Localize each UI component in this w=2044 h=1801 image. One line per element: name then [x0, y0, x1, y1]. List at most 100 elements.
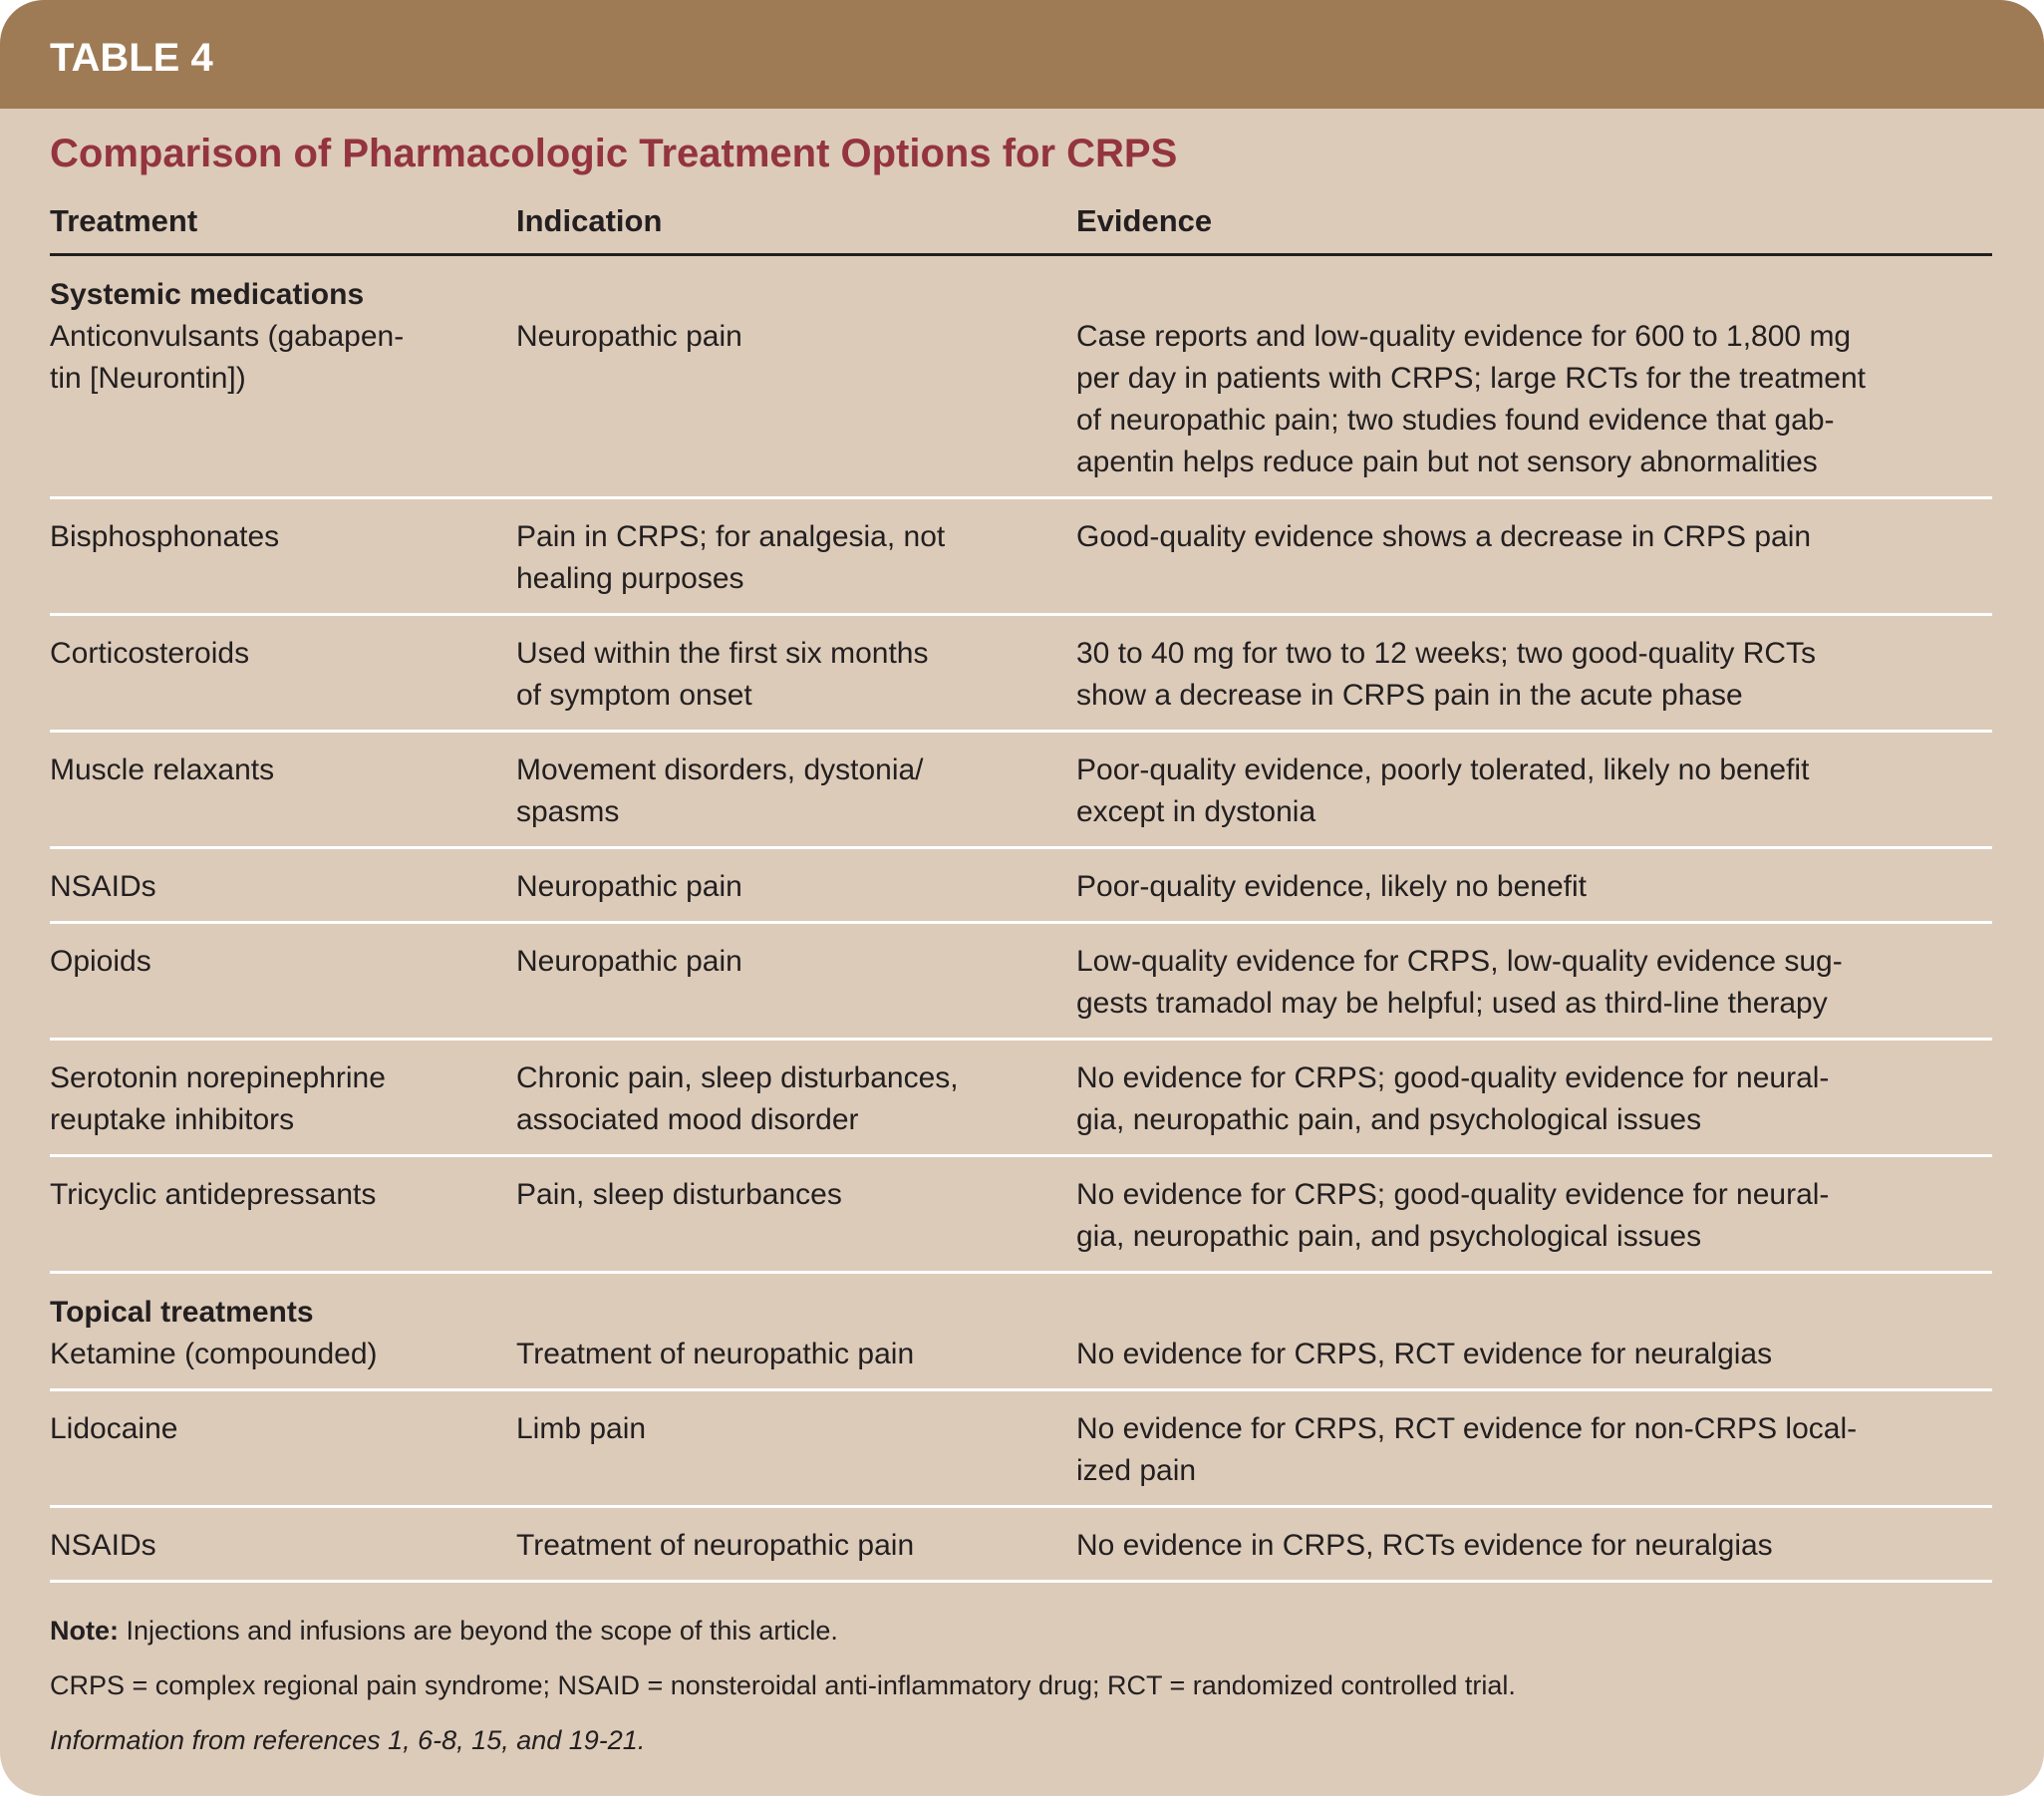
cell-evidence: Poor-quality evidence, likely no benefit — [1076, 866, 1992, 908]
treatment-table: Treatment Indication Evidence Systemic m… — [50, 195, 1992, 1583]
cell-line: associated mood disorder — [516, 1103, 859, 1136]
cell-line: healing purposes — [516, 562, 744, 595]
cell-evidence: Good-quality evidence shows a decrease i… — [1076, 516, 1992, 600]
cell-treatment: NSAIDs — [50, 1525, 516, 1567]
header-treatment: Treatment — [50, 203, 198, 238]
header-evidence: Evidence — [1076, 203, 1213, 238]
table-title: Comparison of Pharmacologic Treatment Op… — [50, 132, 1178, 175]
cell-line: Case reports and low-quality evidence fo… — [1076, 320, 1852, 353]
cell-evidence: Poor-quality evidence, poorly tolerated,… — [1076, 750, 1992, 833]
table-row: Bisphosphonates Pain in CRPS; for analges… — [50, 499, 1992, 616]
cell-treatment: Ketamine (compounded) — [50, 1334, 516, 1375]
note: Note: Injections and infusions are beyon… — [50, 1609, 1516, 1663]
cell-indication: Limb pain — [516, 1408, 1076, 1492]
cell-treatment: NSAIDs — [50, 866, 516, 908]
cell-treatment: Lidocaine — [50, 1408, 516, 1492]
cell-evidence: Low-quality evidence for CRPS, low-quali… — [1076, 941, 1992, 1025]
table-row: Tricyclic antidepressants Pain, sleep dis… — [50, 1157, 1992, 1274]
table-header-row: Treatment Indication Evidence — [50, 195, 1992, 256]
cell-line: Good-quality evidence shows a decrease i… — [1076, 520, 1812, 553]
cell-indication: Neuropathic pain — [516, 941, 1076, 1025]
cell-line: No evidence for CRPS; good-quality evide… — [1076, 1061, 1830, 1094]
cell-line: Treatment of neuropathic pain — [516, 1529, 915, 1562]
cell-line: No evidence for CRPS, RCT evidence for n… — [1076, 1338, 1773, 1370]
cell-treatment: Bisphosphonates — [50, 516, 516, 600]
cell-line: Corticosteroids — [50, 637, 250, 670]
cell-line: Movement disorders, dystonia/ — [516, 753, 924, 786]
table-label-band: TABLE 4 — [0, 0, 2044, 109]
cell-line: Limb pain — [516, 1412, 647, 1445]
section-heading: Topical treatments — [50, 1296, 314, 1329]
table-row: Corticosteroids Used within the first six… — [50, 616, 1992, 733]
cell-evidence: No evidence for CRPS, RCT evidence for n… — [1076, 1334, 1992, 1375]
cell-line: Poor-quality evidence, likely no benefit — [1076, 870, 1587, 903]
cell-line: apentin helps reduce pain but not sensor… — [1076, 446, 1818, 478]
cell-treatment: Muscle relaxants — [50, 750, 516, 833]
cell-line: of symptom onset — [516, 679, 752, 712]
cell-line: Used within the first six months — [516, 637, 929, 670]
cell-indication: Treatment of neuropathic pain — [516, 1334, 1076, 1375]
cell-line: Ketamine (compounded) — [50, 1338, 378, 1370]
cell-line: of neuropathic pain; two studies found e… — [1076, 404, 1835, 437]
table-row: NSAIDs Neuropathic pain Poor-quality evide… — [50, 849, 1992, 924]
cell-line: per day in patients with CRPS; large RCT… — [1076, 362, 1867, 395]
cell-line: tin [Neurontin]) — [50, 362, 246, 395]
cell-line: No evidence for CRPS; good-quality evide… — [1076, 1178, 1830, 1211]
cell-evidence: No evidence for CRPS; good-quality evide… — [1076, 1057, 1992, 1141]
cell-evidence: No evidence for CRPS, RCT evidence for n… — [1076, 1408, 1992, 1492]
cell-evidence: Case reports and low-quality evidence fo… — [1076, 316, 1992, 483]
cell-line: gests tramadol may be helpful; used as t… — [1076, 987, 1828, 1020]
table-notes: Note: Injections and infusions are beyon… — [50, 1609, 1516, 1773]
cell-line: NSAIDs — [50, 870, 156, 903]
note-text: Injections and infusions are beyond the … — [119, 1616, 838, 1646]
section-heading: Systemic medications — [50, 278, 365, 311]
table-body: Systemic medications Anticonvulsants (gab… — [50, 256, 1992, 1583]
cell-indication: Chronic pain, sleep disturbances, associa… — [516, 1057, 1076, 1141]
cell-treatment: Serotonin norepinephrine reuptake inhibit… — [50, 1057, 516, 1141]
cell-line: Neuropathic pain — [516, 945, 742, 978]
cell-line: No evidence in CRPS, RCTs evidence for n… — [1076, 1529, 1773, 1562]
cell-indication: Used within the first six months of sympt… — [516, 633, 1076, 717]
cell-line: Poor-quality evidence, poorly tolerated,… — [1076, 753, 1810, 786]
cell-line: Serotonin norepinephrine — [50, 1061, 386, 1094]
cell-line: Pain, sleep disturbances — [516, 1178, 842, 1211]
cell-line: Muscle relaxants — [50, 753, 275, 786]
cell-line: Bisphosphonates — [50, 520, 280, 553]
header-indication: Indication — [516, 203, 663, 238]
table-row: Opioids Neuropathic pain Low-quality evide… — [50, 924, 1992, 1041]
cell-line: Treatment of neuropathic pain — [516, 1338, 915, 1370]
cell-line: reuptake inhibitors — [50, 1103, 295, 1136]
cell-treatment: Tricyclic antidepressants — [50, 1174, 516, 1258]
table-row: NSAIDs Treatment of neuropathic pain No ev… — [50, 1508, 1992, 1583]
table-row: Muscle relaxants Movement disorders, dyst… — [50, 733, 1992, 849]
cell-line: Neuropathic pain — [516, 320, 742, 353]
cell-line: Neuropathic pain — [516, 870, 742, 903]
cell-indication: Neuropathic pain — [516, 316, 1076, 483]
cell-line: Chronic pain, sleep disturbances, — [516, 1061, 959, 1094]
cell-indication: Pain, sleep disturbances — [516, 1174, 1076, 1258]
cell-evidence: 30 to 40 mg for two to 12 weeks; two goo… — [1076, 633, 1992, 717]
table-label: TABLE 4 — [50, 36, 213, 80]
cell-line: No evidence for CRPS, RCT evidence for n… — [1076, 1412, 1858, 1445]
cell-line: Pain in CRPS; for analgesia, not — [516, 520, 946, 553]
cell-line: ized pain — [1076, 1454, 1197, 1487]
abbreviations: CRPS = complex regional pain syndrome; N… — [50, 1670, 1516, 1700]
cell-indication: Neuropathic pain — [516, 866, 1076, 908]
cell-line: Low-quality evidence for CRPS, low-quali… — [1076, 945, 1843, 978]
cell-evidence: No evidence for CRPS; good-quality evide… — [1076, 1174, 1992, 1258]
cell-line: Tricyclic antidepressants — [50, 1178, 377, 1211]
cell-indication: Pain in CRPS; for analgesia, not healing … — [516, 516, 1076, 600]
source-note: Information from references 1, 6-8, 15, … — [50, 1718, 1516, 1773]
cell-line: NSAIDs — [50, 1529, 156, 1562]
cell-line: gia, neuropathic pain, and psychological… — [1076, 1103, 1702, 1136]
cell-line: except in dystonia — [1076, 795, 1316, 828]
cell-treatment: Opioids — [50, 941, 516, 1025]
cell-line: show a decrease in CRPS pain in the acut… — [1076, 679, 1743, 712]
cell-line: Lidocaine — [50, 1412, 178, 1445]
table-row: Serotonin norepinephrine reuptake inhibit… — [50, 1041, 1992, 1157]
cell-line: Anticonvulsants (gabapen- — [50, 320, 405, 353]
table-row: Lidocaine Limb pain No evidence for CRPS, … — [50, 1391, 1992, 1508]
cell-line: gia, neuropathic pain, and psychological… — [1076, 1220, 1702, 1253]
table-row: Anticonvulsants (gabapen-tin [Neurontin]… — [50, 316, 1992, 499]
